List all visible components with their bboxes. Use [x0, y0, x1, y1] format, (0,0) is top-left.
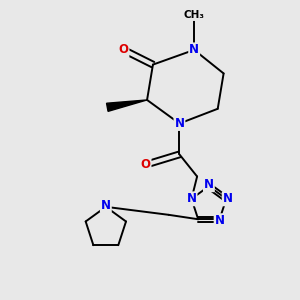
Text: N: N: [101, 199, 111, 212]
Text: N: N: [174, 117, 184, 130]
Text: CH₃: CH₃: [184, 11, 205, 20]
Text: N: N: [189, 44, 199, 56]
Text: N: N: [187, 192, 196, 205]
Polygon shape: [106, 100, 147, 111]
Text: N: N: [223, 192, 233, 205]
Text: N: N: [204, 178, 214, 191]
Text: O: O: [141, 158, 151, 171]
Text: O: O: [118, 44, 128, 56]
Text: N: N: [214, 214, 225, 227]
